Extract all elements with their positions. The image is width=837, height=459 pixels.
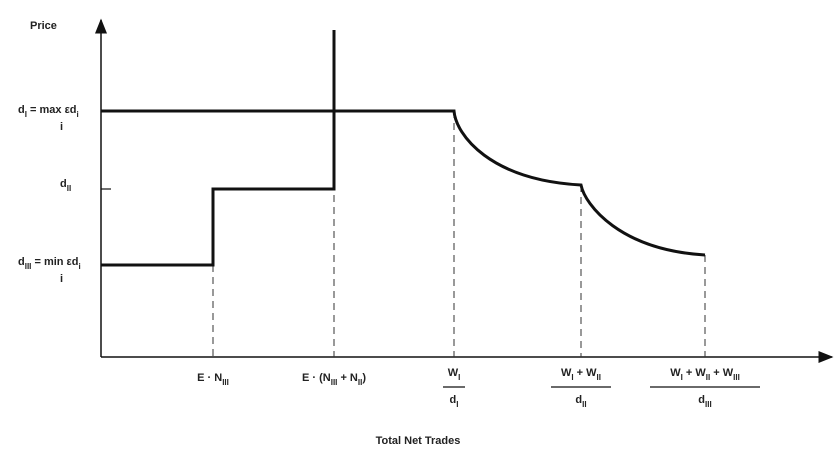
label-part: E · (N xyxy=(302,372,331,384)
step-curve xyxy=(101,30,336,267)
subscript: I xyxy=(456,400,458,409)
label-part: + W xyxy=(710,367,734,379)
subscript: I xyxy=(25,110,27,119)
label-part: W xyxy=(670,367,681,379)
label: dI xyxy=(450,394,459,409)
label-part: E · N xyxy=(197,372,222,384)
guides xyxy=(212,111,706,357)
subscript: II xyxy=(597,373,601,382)
label: dI = max εdi xyxy=(18,104,79,119)
subscript: i xyxy=(77,110,79,119)
label-part: d xyxy=(60,178,67,190)
label: WI + WII + WIII xyxy=(670,367,740,382)
subscript: III xyxy=(331,378,338,387)
subscript: II xyxy=(582,400,586,409)
label: E · NIII xyxy=(197,372,229,387)
label-part: + W xyxy=(683,367,707,379)
y-title: Price xyxy=(30,20,57,32)
label-part: d xyxy=(450,394,457,406)
label-part: ) xyxy=(362,372,366,384)
x-title: Total Net Trades xyxy=(376,435,461,447)
subscript: II xyxy=(67,184,71,193)
subscript: II xyxy=(706,373,710,382)
subscript: I xyxy=(571,373,573,382)
label-part: = min εd xyxy=(31,256,78,268)
label: dII xyxy=(60,178,71,193)
label-part: d xyxy=(698,394,705,406)
subscript: III xyxy=(705,400,712,409)
label: WI xyxy=(448,367,461,382)
label: dII xyxy=(575,394,586,409)
label-part: + W xyxy=(574,367,598,379)
subscript: I xyxy=(458,373,460,382)
subscript: i xyxy=(79,262,81,271)
subscript: II xyxy=(358,378,362,387)
subscript: III xyxy=(733,373,740,382)
label: i xyxy=(60,273,63,285)
subscript: I xyxy=(681,373,683,382)
label-part: d xyxy=(18,104,25,116)
supply-curve xyxy=(101,109,706,257)
label-part: W xyxy=(448,367,459,379)
subscript: III xyxy=(222,378,229,387)
label: i xyxy=(60,121,63,133)
label: E · (NIII + NII) xyxy=(302,372,366,387)
label-part: d xyxy=(18,256,25,268)
label: WI + WII xyxy=(561,367,601,382)
label: dIII xyxy=(698,394,711,409)
subscript: III xyxy=(25,262,32,271)
label: dIII = min εdi xyxy=(18,256,81,271)
label-part: W xyxy=(561,367,572,379)
label-part: + N xyxy=(337,372,358,384)
label-part: d xyxy=(575,394,582,406)
label-part: = max εd xyxy=(27,104,77,116)
